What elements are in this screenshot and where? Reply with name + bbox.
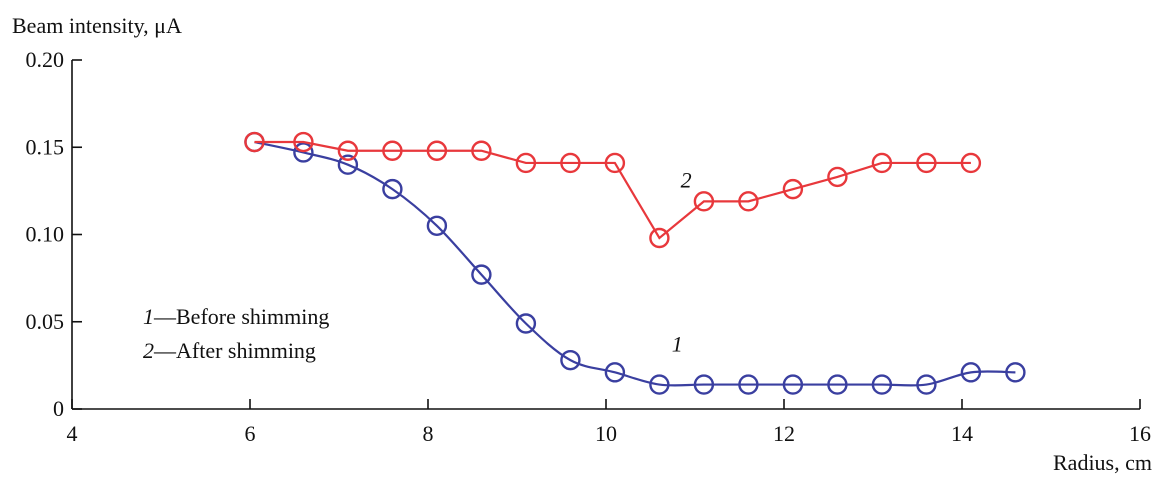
series-2-point <box>871 152 893 174</box>
series-2-point <box>560 152 581 174</box>
x-tick-label: 16 <box>1129 421 1151 446</box>
series-2-point <box>827 166 848 188</box>
series-2-point <box>782 178 804 200</box>
series-2-point <box>244 131 265 153</box>
series-1-point <box>916 374 937 395</box>
series-1 <box>244 131 1026 395</box>
x-tick-label: 8 <box>423 421 434 446</box>
series-1-point <box>426 215 448 236</box>
series-2-line <box>254 140 971 240</box>
series-2-point <box>426 140 448 161</box>
series-1-point <box>960 362 982 383</box>
series-2-point <box>604 152 626 174</box>
y-tick-label: 0.10 <box>26 222 65 247</box>
x-tick-label: 12 <box>773 421 795 446</box>
curve-label-1: 1 <box>672 331 683 356</box>
series-1-point <box>382 178 403 200</box>
series-1-point <box>471 264 492 285</box>
x-ticks: 4 6 8 10 12 14 16 <box>67 399 1151 446</box>
series-1-point <box>871 374 893 395</box>
series-1-point <box>337 154 359 175</box>
legend-label-1: —Before shimming <box>153 304 329 329</box>
x-tick-label: 6 <box>245 421 256 446</box>
y-ticks: 0 0.05 0.10 0.15 0.20 <box>26 47 82 421</box>
series-2-point <box>293 131 314 153</box>
y-tick-label: 0.20 <box>26 47 65 72</box>
series-2-point <box>471 140 492 161</box>
y-axis-title: Beam intensity, μA <box>12 13 182 38</box>
series-1-point <box>693 374 715 395</box>
series-1-point <box>560 349 581 371</box>
series-1-point <box>649 374 670 395</box>
annotations: 12 <box>672 167 692 356</box>
x-tick-label: 10 <box>595 421 617 446</box>
legend-number-2: 2 <box>143 338 154 363</box>
series-1-point <box>293 142 314 163</box>
series-2-point <box>337 140 359 161</box>
x-tick-label: 14 <box>951 421 973 446</box>
curve-label-2: 2 <box>681 167 692 192</box>
y-tick-label: 0.15 <box>26 134 65 159</box>
x-tick-label: 4 <box>67 421 78 446</box>
series-2-point <box>738 191 759 212</box>
series-2-point <box>916 152 937 174</box>
series-1-point <box>782 374 804 395</box>
series-1-point <box>515 313 537 334</box>
y-tick-label: 0 <box>53 396 64 421</box>
series-1-point <box>827 374 848 395</box>
series-2-point <box>960 152 982 174</box>
series-1-point <box>604 362 626 383</box>
x-axis-title: Radius, cm <box>1053 450 1152 475</box>
legend-number-1: 1 <box>143 304 154 329</box>
series-1-point <box>1005 362 1026 383</box>
series-2-point <box>382 140 403 161</box>
series-1-point <box>738 374 759 395</box>
series-2-point <box>649 227 670 249</box>
legend-entry-1: 1—Before shimming <box>143 304 329 329</box>
y-tick-label: 0.05 <box>26 309 65 334</box>
series-2-point <box>693 191 715 212</box>
legend-entry-2: 2—After shimming <box>143 338 316 363</box>
series-layer <box>244 131 1026 395</box>
legend: 1—Before shimming 2—After shimming <box>143 304 329 363</box>
series-1-line <box>254 140 1016 387</box>
series-2 <box>244 131 982 249</box>
series-2-point <box>515 152 537 174</box>
legend-label-2: —After shimming <box>153 338 316 363</box>
